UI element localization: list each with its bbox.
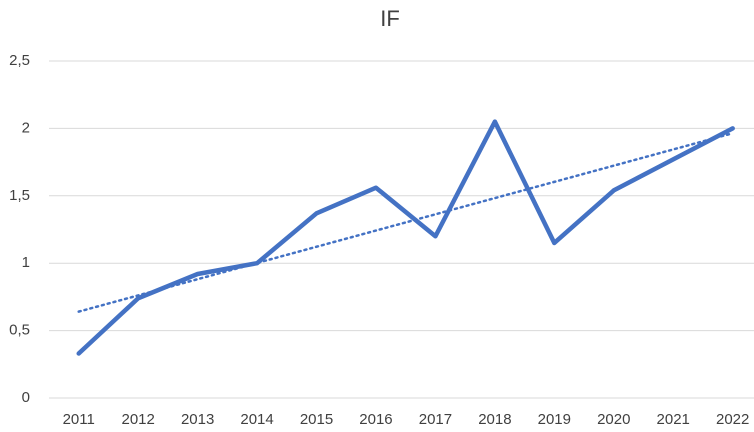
x-tick-label: 2013: [181, 411, 214, 428]
x-tick-label: 2012: [121, 411, 154, 428]
y-tick-label: 0,5: [9, 322, 30, 339]
y-tick-label: 2,5: [9, 52, 30, 69]
x-tick-label: 2017: [419, 411, 452, 428]
y-tick-label: 1,5: [9, 187, 30, 204]
trendline: [77, 131, 734, 313]
x-tick-label: 2014: [240, 411, 273, 428]
x-tick-label: 2022: [716, 411, 749, 428]
x-tick-label: 2021: [657, 411, 690, 428]
x-tick-label: 2011: [63, 411, 95, 428]
x-tick-label: 2015: [300, 411, 333, 428]
x-tick-label: 2020: [597, 411, 630, 428]
x-tick-label: 2019: [538, 411, 571, 428]
y-tick-label: 0: [22, 389, 30, 406]
line-series: [76, 119, 735, 356]
x-tick-label: 2016: [359, 411, 392, 428]
x-tick-label: 2018: [478, 411, 511, 428]
y-tick-label: 2: [22, 119, 30, 136]
chart-title: IF: [380, 6, 400, 31]
y-tick-label: 1: [22, 254, 30, 271]
